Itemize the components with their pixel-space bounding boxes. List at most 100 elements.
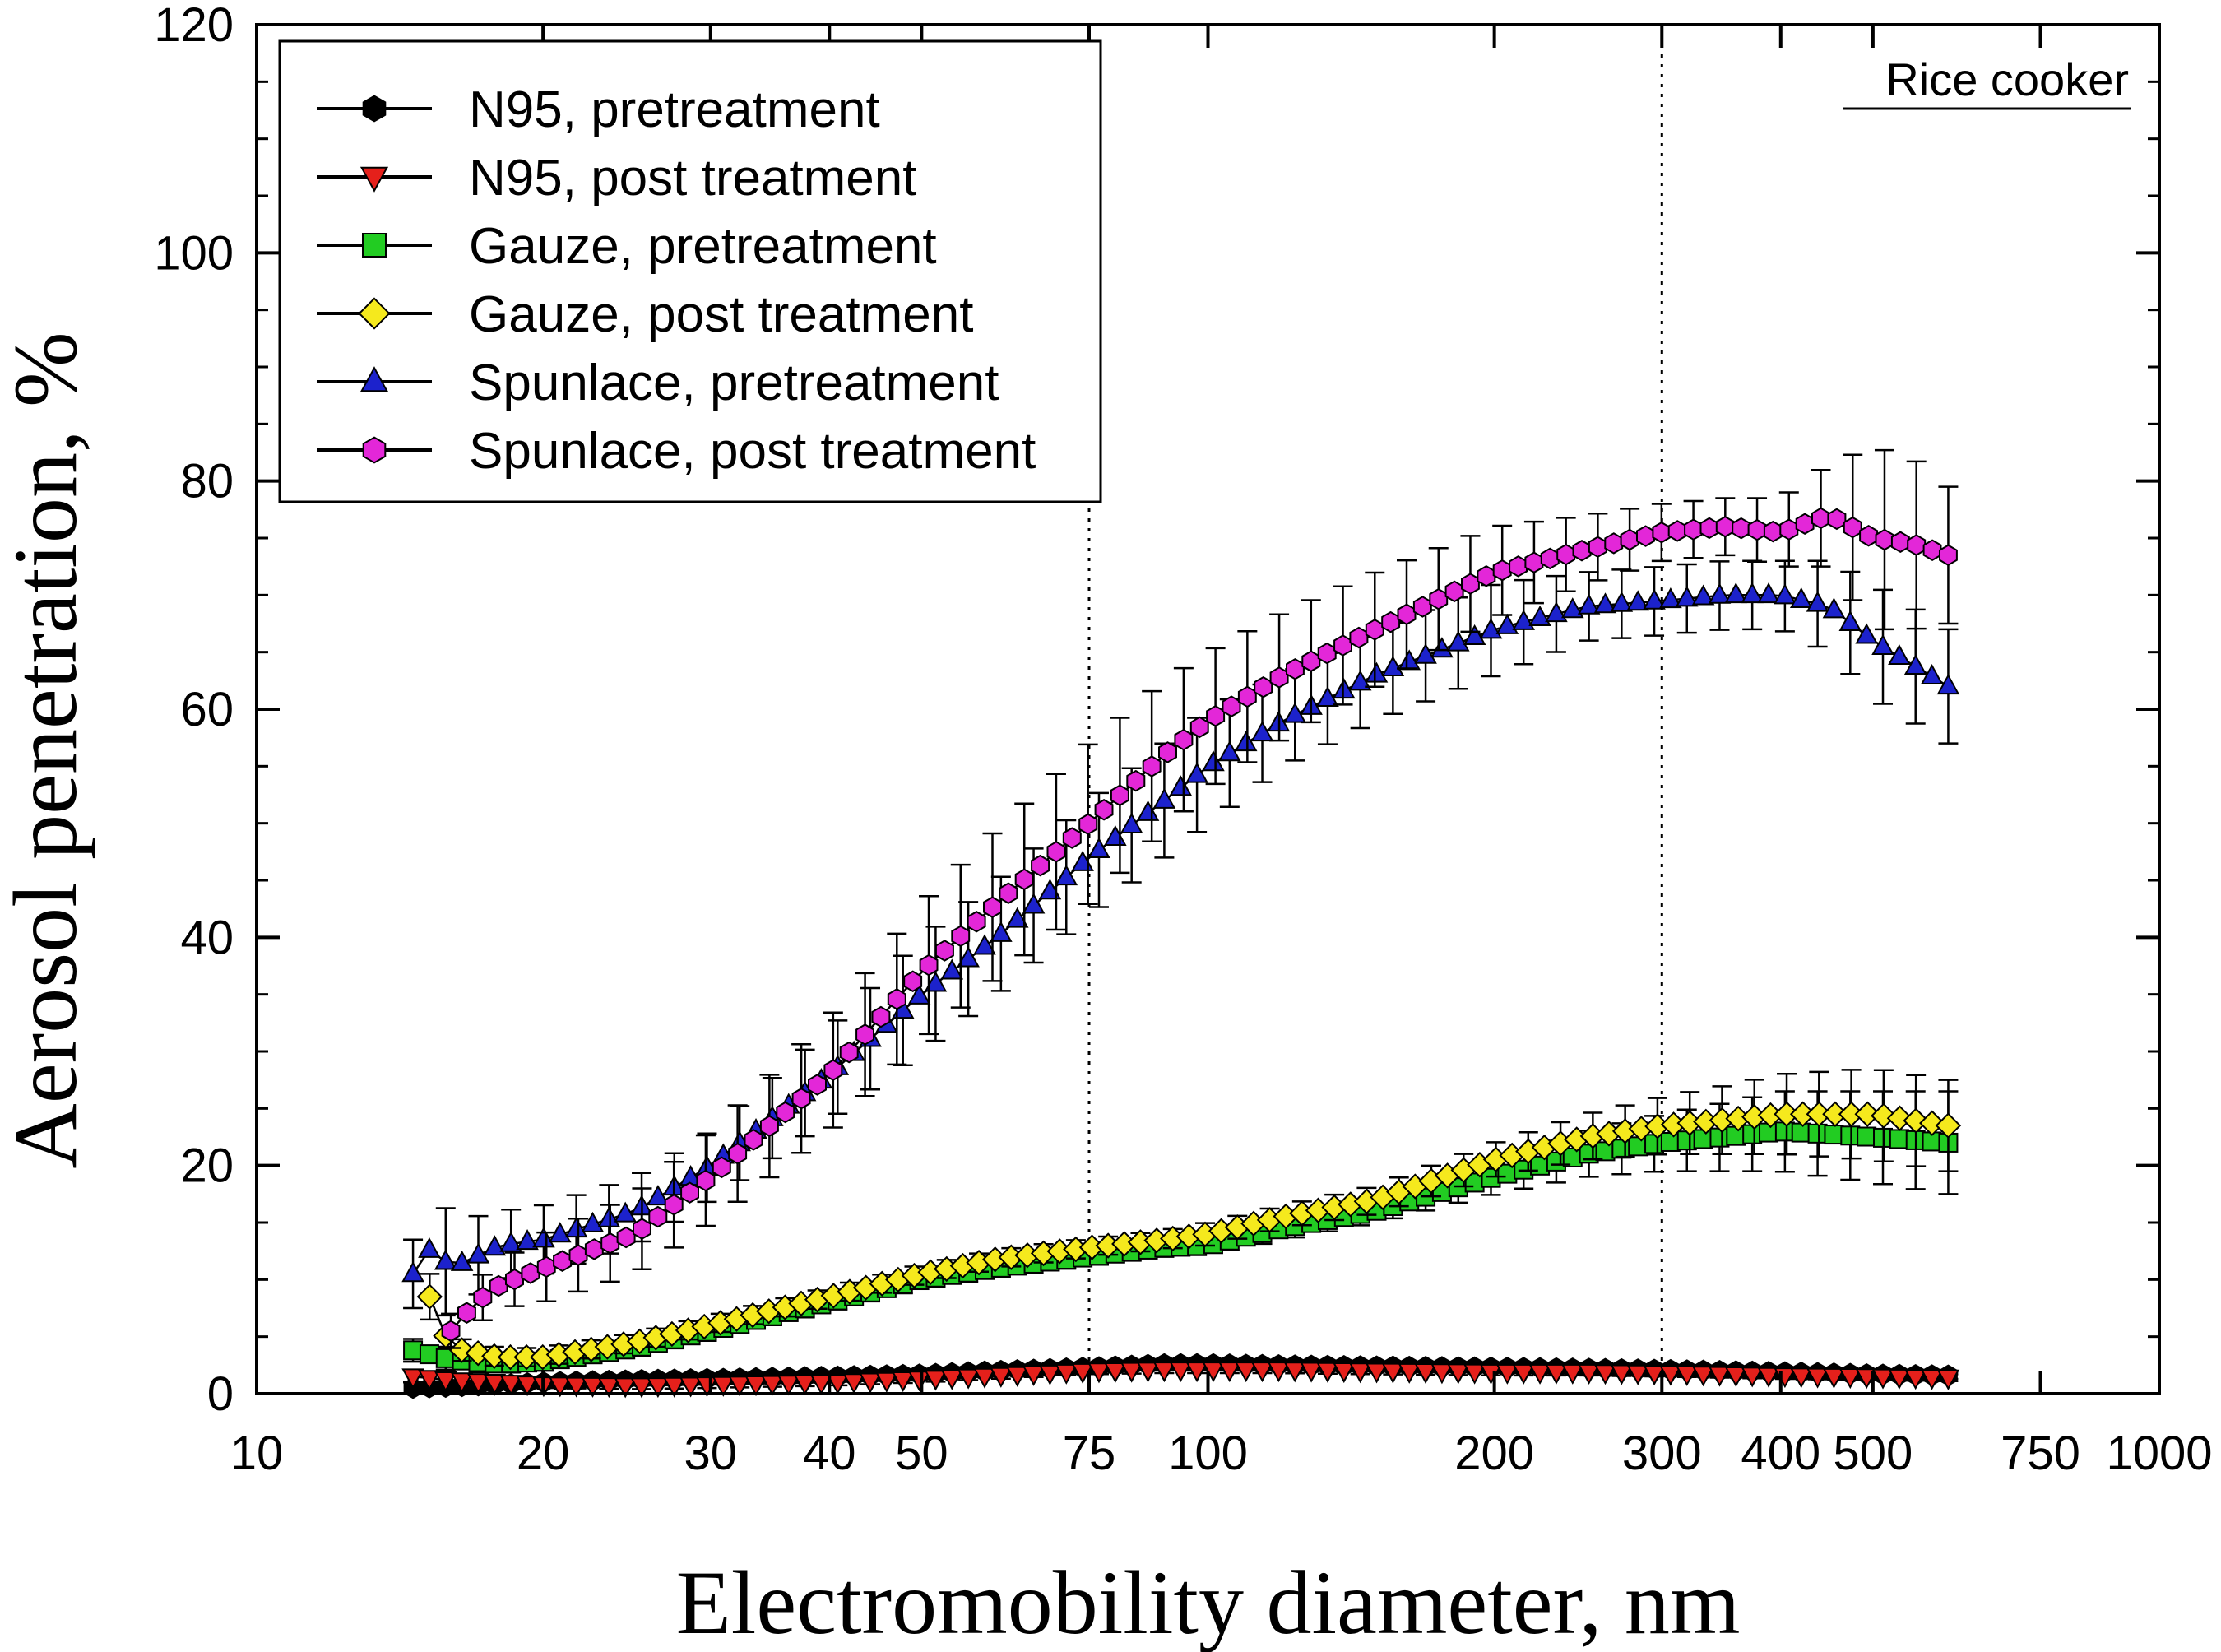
legend: N95, pretreatment N95, post treatment Gauz…	[278, 39, 1102, 503]
data-point	[1667, 520, 1687, 542]
data-point	[728, 1142, 748, 1165]
data-point	[1381, 610, 1401, 633]
data-point	[1120, 812, 1143, 833]
x-tick-label: 300	[1622, 1427, 1702, 1480]
data-point	[712, 1156, 731, 1179]
data-point	[1142, 755, 1162, 777]
data-point	[499, 1231, 522, 1252]
y-tick-label: 120	[154, 0, 234, 52]
data-point	[1789, 587, 1813, 608]
data-point	[1875, 528, 1894, 551]
data-point	[728, 1376, 751, 1397]
data-point	[1218, 1362, 1241, 1383]
data-point	[483, 1235, 507, 1256]
data-point	[1757, 1367, 1780, 1388]
data-point	[1126, 769, 1146, 792]
data-point	[1840, 1125, 1861, 1146]
data-point	[808, 1074, 827, 1096]
data-point	[1854, 1101, 1880, 1127]
legend-label: Spunlace, post treatment	[469, 423, 1036, 480]
data-point	[1611, 1139, 1632, 1159]
data-point	[662, 1376, 686, 1398]
data-point	[1136, 1362, 1160, 1383]
data-point	[1691, 1366, 1715, 1387]
x-tick-label: 75	[1063, 1427, 1116, 1480]
x-tick-label: 200	[1454, 1427, 1534, 1480]
data-point	[1492, 559, 1512, 582]
data-point	[859, 1372, 882, 1394]
data-point	[600, 1232, 620, 1255]
data-point	[1659, 587, 1682, 609]
data-point	[1789, 1367, 1813, 1389]
data-point	[842, 1373, 865, 1394]
data-point	[1512, 1363, 1535, 1385]
data-point	[1269, 666, 1289, 689]
data-point	[1062, 827, 1082, 849]
data-point	[1936, 1369, 1960, 1390]
data-point	[907, 983, 931, 1005]
data-point	[481, 1343, 508, 1370]
x-tick-label: 30	[684, 1427, 738, 1480]
data-point	[1822, 1367, 1846, 1389]
data-point	[1005, 1366, 1029, 1387]
data-point	[1022, 893, 1046, 914]
data-point	[1234, 1362, 1258, 1383]
axes: 0 20 40 60 80 100 120 10 20 30 40 50 75 100 200 300 400 5…	[154, 0, 2212, 1480]
data-point	[1267, 1362, 1291, 1383]
data-point	[924, 1370, 948, 1391]
data-point	[855, 1023, 874, 1046]
data-point	[1675, 1365, 1699, 1386]
data-point	[1463, 1363, 1486, 1385]
data-point	[401, 1261, 424, 1283]
data-point	[1429, 587, 1449, 610]
data-point	[1708, 582, 1732, 604]
data-point	[1806, 1367, 1829, 1389]
data-point	[1684, 518, 1704, 541]
data-point	[647, 1377, 670, 1399]
data-point	[1540, 547, 1560, 570]
data-point	[564, 1217, 588, 1238]
data-point	[1824, 1125, 1844, 1145]
data-point	[1724, 1366, 1748, 1388]
data-point	[1477, 565, 1496, 587]
data-point	[548, 1376, 572, 1398]
data-point	[614, 1377, 637, 1399]
data-point	[1774, 583, 1797, 605]
data-point	[1693, 1129, 1713, 1149]
data-point	[1528, 1363, 1551, 1385]
data-point	[777, 1375, 800, 1396]
data-point	[1903, 1369, 1927, 1390]
x-tick-label: 100	[1168, 1427, 1248, 1480]
data-point	[1545, 1363, 1568, 1385]
data-point	[1779, 518, 1799, 541]
data-point	[1444, 580, 1464, 603]
data-point	[1283, 702, 1307, 723]
data-point	[1446, 630, 1470, 652]
data-point	[466, 1242, 490, 1264]
data-point	[1158, 741, 1177, 763]
x-tick-label: 40	[803, 1427, 856, 1480]
data-point	[1560, 1363, 1584, 1385]
data-point	[1087, 1362, 1110, 1384]
x-tick-label: 50	[895, 1427, 948, 1480]
data-point	[826, 1373, 850, 1395]
data-point	[597, 1377, 621, 1399]
data-point	[839, 1041, 859, 1064]
data-point	[1031, 854, 1050, 877]
data-point	[871, 1005, 891, 1028]
data-point	[1795, 513, 1815, 535]
data-point	[1763, 520, 1783, 543]
data-point	[473, 1286, 493, 1309]
data-point	[584, 1238, 604, 1260]
series-5	[441, 448, 1959, 1349]
data-point	[1757, 582, 1780, 604]
data-point	[1206, 705, 1226, 727]
legend-box	[278, 39, 1102, 503]
data-point	[1349, 626, 1369, 649]
data-point	[466, 1373, 490, 1394]
data-point	[1412, 596, 1432, 618]
legend-label: Gauze, pretreatment	[469, 218, 937, 275]
data-point	[1922, 539, 1942, 561]
data-point	[1528, 605, 1551, 627]
data-point	[875, 1371, 898, 1393]
